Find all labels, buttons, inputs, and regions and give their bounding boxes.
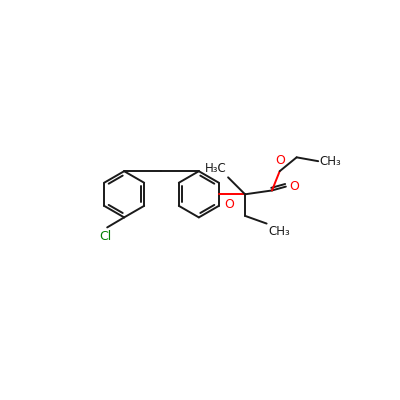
Text: O: O [290, 180, 300, 193]
Text: CH₃: CH₃ [268, 225, 290, 238]
Text: O: O [276, 154, 285, 167]
Text: O: O [225, 198, 234, 211]
Text: Cl: Cl [100, 230, 112, 243]
Text: CH₃: CH₃ [320, 155, 342, 168]
Text: H₃C: H₃C [205, 162, 226, 175]
